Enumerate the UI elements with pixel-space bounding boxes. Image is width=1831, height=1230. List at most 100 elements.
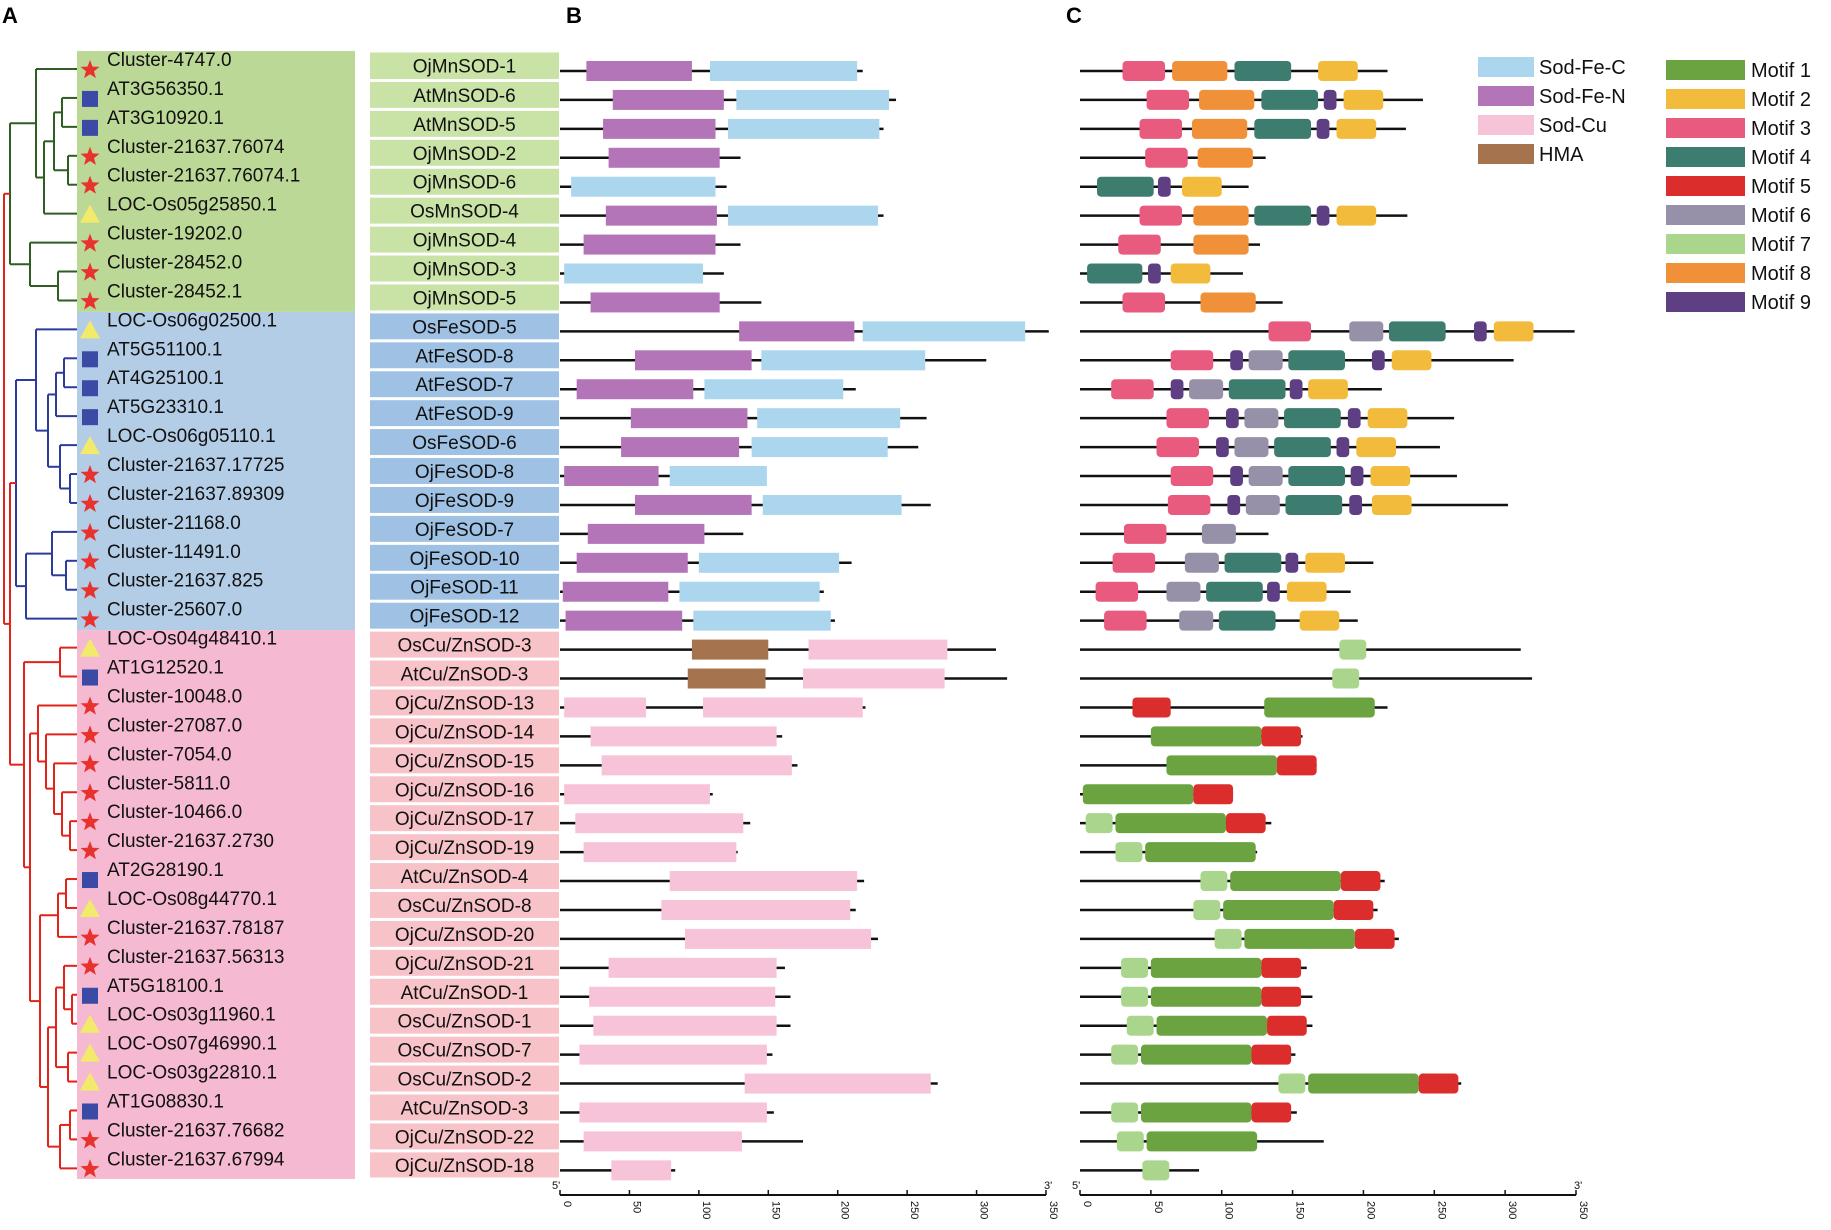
- legend-swatch-motif: [1666, 147, 1745, 167]
- domain-fe-c: [751, 437, 888, 458]
- motif-tick-label: 100: [1223, 1201, 1235, 1219]
- legend-label-motif: Motif 2: [1751, 89, 1811, 111]
- domain-cu: [661, 899, 851, 920]
- gene-label: AtMnSOD-5: [413, 115, 515, 136]
- domain-fe-c: [704, 379, 844, 400]
- triangle-icon: [80, 436, 100, 455]
- domain-fe-n: [634, 494, 752, 515]
- gene-name-column: OjMnSOD-1 AtMnSOD-6 AtMnSOD-5 OjMnSOD-2 OjMn…: [395, 57, 535, 1177]
- gene-label: OjCu/ZnSOD-18: [395, 1156, 534, 1177]
- legend-swatch-motif: [1666, 60, 1745, 80]
- motif-4: [1261, 89, 1319, 110]
- leaf-label: Cluster-21637.17725: [107, 455, 284, 476]
- motif-4: [1274, 437, 1331, 458]
- square-icon: [82, 351, 98, 368]
- gene-label-box: [370, 81, 559, 108]
- domain-tick-label: 100: [700, 1201, 712, 1219]
- domain-tick-label: 350: [1047, 1201, 1059, 1219]
- square-icon: [82, 119, 98, 136]
- motif-5: [1261, 957, 1302, 978]
- domain-cu: [611, 1160, 672, 1181]
- motif-6: [1244, 408, 1279, 429]
- leaf-label: AT2G28190.1: [107, 860, 224, 881]
- motif-tick-label: 300: [1506, 1201, 1518, 1219]
- motif-4: [1288, 350, 1346, 371]
- leaf-label: Cluster-19202.0: [107, 224, 242, 245]
- domain-fe-n: [562, 581, 669, 602]
- legend-swatch-motif: [1666, 176, 1745, 196]
- motif-6: [1248, 350, 1283, 371]
- leaf-label: Cluster-27087.0: [107, 715, 242, 736]
- star-icon: [80, 783, 100, 802]
- gene-label-box: [370, 371, 559, 398]
- leaf-label: AT1G08830.1: [107, 1091, 224, 1112]
- motif-5: [1225, 813, 1266, 834]
- gene-label: OjMnSOD-6: [413, 173, 516, 194]
- legend-swatch-motif: [1666, 205, 1745, 225]
- domain-fe-n: [605, 205, 717, 226]
- leaf-label: Cluster-21637.76074.1: [107, 166, 300, 187]
- triangle-icon: [80, 204, 100, 223]
- leaf-label: Cluster-28452.1: [107, 281, 242, 302]
- motif-8: [1193, 234, 1249, 255]
- star-icon: [80, 1159, 100, 1178]
- motif-7: [1339, 639, 1367, 660]
- motif-3: [1122, 61, 1166, 81]
- motif-2: [1356, 437, 1397, 458]
- domain-cu: [589, 986, 776, 1007]
- square-icon: [82, 90, 98, 107]
- motif-4: [1234, 61, 1292, 81]
- motif-9: [1267, 581, 1280, 602]
- gene-label-box: [370, 1036, 559, 1063]
- domain-three-prime: 3': [1044, 1180, 1052, 1192]
- motif-3: [1139, 205, 1183, 226]
- legend-swatch-motif: [1666, 292, 1745, 312]
- motif-tick-label: 150: [1294, 1201, 1306, 1219]
- domain-tick-label: 150: [769, 1201, 781, 1219]
- motif-9: [1371, 350, 1385, 371]
- phylogenetic-tree: [3, 68, 77, 1170]
- leaf-label: LOC-Os06g02500.1: [107, 310, 277, 331]
- motif-4: [1097, 176, 1154, 197]
- motif-4: [1388, 321, 1446, 342]
- triangle-icon: [80, 898, 100, 917]
- domain-cu: [744, 1073, 931, 1094]
- domain-fe-n: [590, 292, 720, 313]
- motif-6: [1184, 552, 1219, 573]
- leaf-label: Cluster-21637.76074: [107, 137, 285, 158]
- gene-label: OjCu/ZnSOD-20: [395, 925, 534, 946]
- gene-label: OsCu/ZnSOD-7: [397, 1041, 531, 1062]
- gene-label: OjFeSOD-10: [410, 549, 520, 570]
- gene-label: OsFeSOD-6: [412, 433, 517, 454]
- motif-3: [1095, 581, 1139, 602]
- gene-label-box: [370, 863, 559, 890]
- gene-label-box: [370, 139, 559, 166]
- motif-panel: [1080, 61, 1575, 1181]
- square-icon: [82, 380, 98, 397]
- domain-fe-c: [709, 61, 858, 81]
- motif-9: [1285, 552, 1299, 573]
- motif-2: [1336, 205, 1377, 226]
- leaf-label: Cluster-25607.0: [107, 600, 242, 621]
- motif-7: [1126, 1015, 1154, 1036]
- leaf-label: AT5G23310.1: [107, 397, 224, 418]
- legend-label-domain: Sod-Fe-N: [1539, 86, 1626, 108]
- motif-9: [1323, 89, 1337, 110]
- domain-fe-c: [728, 205, 878, 226]
- domain-fe-n: [739, 321, 855, 342]
- domain-cu: [579, 1102, 767, 1123]
- leaf-label: Cluster-10466.0: [107, 802, 242, 823]
- motif-tick-label: 350: [1577, 1201, 1589, 1219]
- motif-2: [1367, 408, 1408, 429]
- domain-structure-panel: [560, 61, 1049, 1181]
- domain-fe-n: [576, 552, 688, 573]
- gene-label: OjFeSOD-7: [415, 520, 514, 541]
- motif-3: [1112, 552, 1156, 573]
- square-icon: [82, 409, 98, 426]
- motif-7: [1116, 1131, 1144, 1152]
- legend-label-motif: Motif 9: [1751, 292, 1811, 314]
- motif-8: [1191, 118, 1248, 139]
- gene-label-box: [370, 313, 559, 340]
- motif-1: [1150, 957, 1262, 978]
- triangle-icon: [80, 638, 100, 657]
